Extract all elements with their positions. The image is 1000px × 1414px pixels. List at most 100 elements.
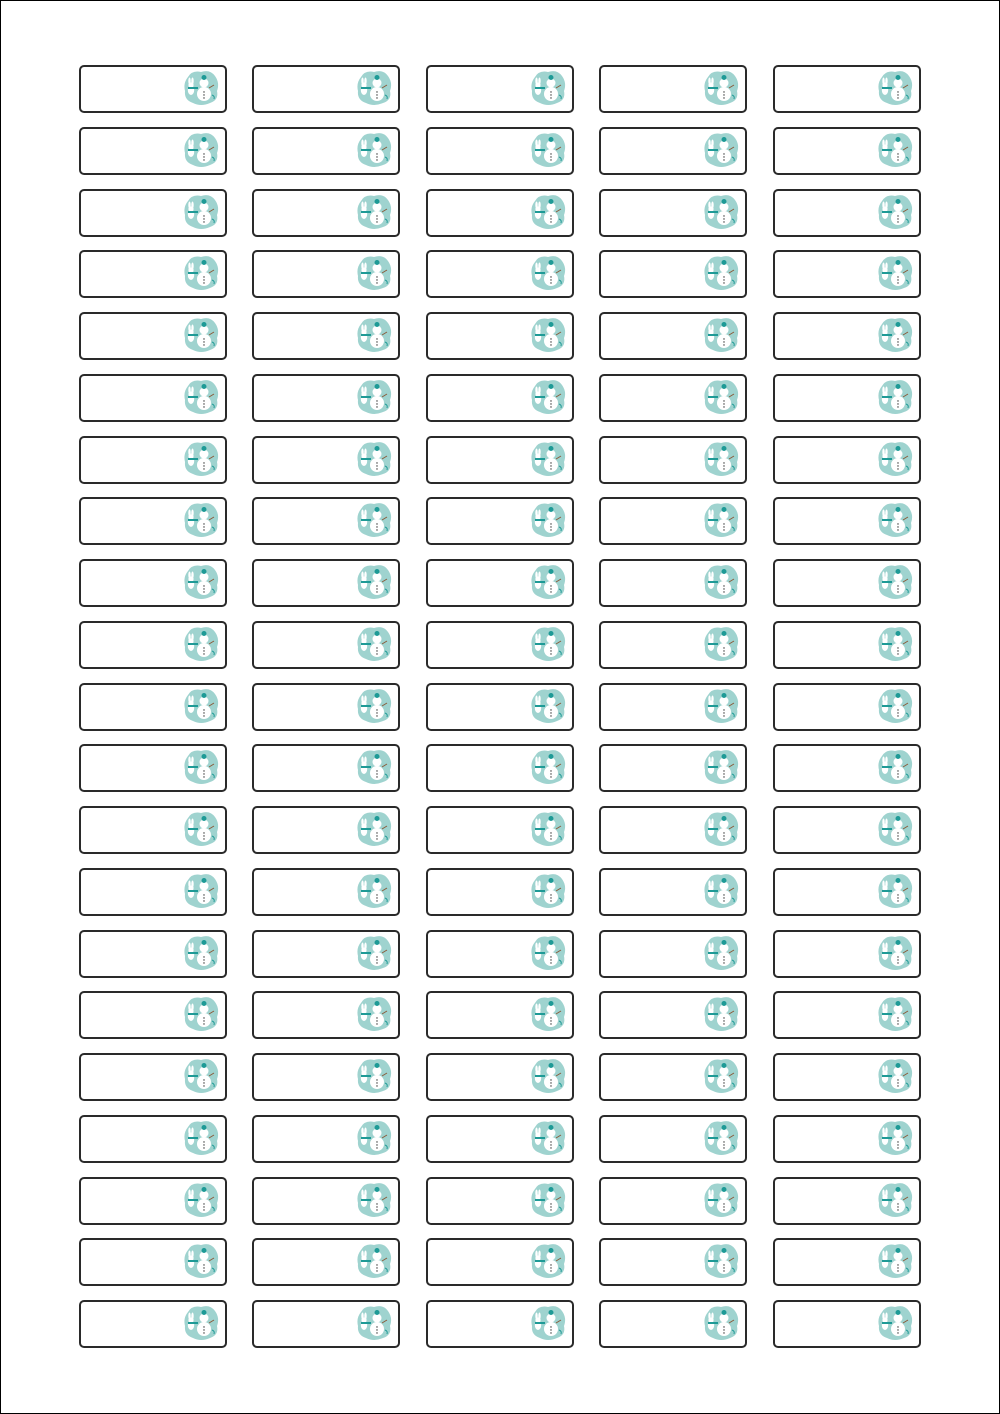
snowman-bunny-icon xyxy=(529,1181,567,1219)
label xyxy=(426,65,574,113)
snowman-bunny-icon xyxy=(876,501,914,539)
snowman-bunny-icon xyxy=(182,131,220,169)
label xyxy=(79,1300,227,1348)
label xyxy=(773,188,921,237)
label xyxy=(773,435,921,484)
label xyxy=(599,497,747,546)
snowman-bunny-icon xyxy=(876,1181,914,1219)
label xyxy=(252,250,400,299)
snowman-bunny-icon xyxy=(876,440,914,478)
label xyxy=(773,682,921,731)
label xyxy=(79,620,227,669)
snowman-bunny-icon xyxy=(182,1057,220,1095)
label xyxy=(773,929,921,978)
label xyxy=(79,497,227,546)
label xyxy=(426,1300,574,1348)
snowman-bunny-icon xyxy=(876,316,914,354)
label xyxy=(79,867,227,916)
snowman-bunny-icon xyxy=(702,254,740,292)
label xyxy=(773,312,921,360)
snowman-bunny-icon xyxy=(529,193,567,231)
snowman-bunny-icon xyxy=(355,378,393,416)
label xyxy=(252,1114,400,1163)
label xyxy=(426,867,574,916)
label xyxy=(773,991,921,1040)
label xyxy=(426,806,574,854)
label xyxy=(599,435,747,484)
label xyxy=(426,744,574,793)
snowman-bunny-icon xyxy=(355,563,393,601)
label xyxy=(426,126,574,175)
label xyxy=(79,1114,227,1163)
label xyxy=(599,312,747,360)
label xyxy=(426,435,574,484)
label xyxy=(252,682,400,731)
snowman-bunny-icon xyxy=(876,254,914,292)
label xyxy=(599,744,747,793)
label xyxy=(79,744,227,793)
label xyxy=(426,373,574,422)
snowman-bunny-icon xyxy=(702,1304,740,1342)
snowman-bunny-icon xyxy=(702,501,740,539)
snowman-bunny-icon xyxy=(876,1304,914,1342)
snowman-bunny-icon xyxy=(182,748,220,786)
snowman-bunny-icon xyxy=(876,687,914,725)
label xyxy=(252,497,400,546)
label xyxy=(599,65,747,113)
snowman-bunny-icon xyxy=(355,440,393,478)
label xyxy=(252,188,400,237)
label xyxy=(426,682,574,731)
snowman-bunny-icon xyxy=(702,810,740,848)
snowman-bunny-icon xyxy=(529,995,567,1033)
snowman-bunny-icon xyxy=(876,810,914,848)
label xyxy=(426,188,574,237)
label xyxy=(773,126,921,175)
snowman-bunny-icon xyxy=(529,501,567,539)
snowman-bunny-icon xyxy=(355,501,393,539)
label xyxy=(79,1238,227,1287)
label xyxy=(599,1176,747,1225)
label xyxy=(599,682,747,731)
snowman-bunny-icon xyxy=(182,1181,220,1219)
label xyxy=(773,1114,921,1163)
snowman-bunny-icon xyxy=(355,1242,393,1280)
snowman-bunny-icon xyxy=(529,1057,567,1095)
snowman-bunny-icon xyxy=(702,748,740,786)
label xyxy=(773,1300,921,1348)
label xyxy=(79,1053,227,1101)
snowman-bunny-icon xyxy=(355,1119,393,1157)
snowman-bunny-icon xyxy=(702,625,740,663)
snowman-bunny-icon xyxy=(702,440,740,478)
snowman-bunny-icon xyxy=(702,687,740,725)
snowman-bunny-icon xyxy=(529,563,567,601)
snowman-bunny-icon xyxy=(182,687,220,725)
label xyxy=(426,1114,574,1163)
label xyxy=(252,620,400,669)
snowman-bunny-icon xyxy=(182,1242,220,1280)
label xyxy=(773,867,921,916)
label xyxy=(252,867,400,916)
label xyxy=(252,929,400,978)
label xyxy=(426,497,574,546)
label xyxy=(599,1300,747,1348)
label xyxy=(599,1238,747,1287)
snowman-bunny-icon xyxy=(355,810,393,848)
snowman-bunny-icon xyxy=(355,131,393,169)
snowman-bunny-icon xyxy=(529,810,567,848)
label xyxy=(79,188,227,237)
label xyxy=(252,1176,400,1225)
snowman-bunny-icon xyxy=(529,1242,567,1280)
label xyxy=(599,991,747,1040)
label xyxy=(773,497,921,546)
label xyxy=(773,1238,921,1287)
snowman-bunny-icon xyxy=(355,995,393,1033)
snowman-bunny-icon xyxy=(529,1119,567,1157)
label xyxy=(79,929,227,978)
snowman-bunny-icon xyxy=(702,316,740,354)
label xyxy=(773,744,921,793)
label xyxy=(252,1053,400,1101)
snowman-bunny-icon xyxy=(355,1304,393,1342)
label xyxy=(79,65,227,113)
snowman-bunny-icon xyxy=(702,934,740,972)
